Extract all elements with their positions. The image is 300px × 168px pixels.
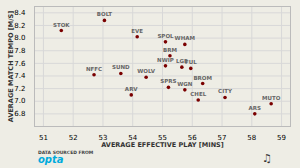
svg-text:8.2: 8.2 [14,22,25,30]
svg-text:51: 51 [39,134,48,142]
svg-text:LGE: LGE [176,58,188,65]
svg-text:STOK: STOK [53,22,70,28]
svg-text:54: 54 [128,134,138,143]
svg-text:7.4: 7.4 [14,72,26,80]
svg-text:ARV: ARV [125,86,138,92]
html-text:DATA SOURCED FROM: DATA SOURCED FROM [38,150,94,155]
svg-text:WGN: WGN [177,81,193,87]
svg-text:MUTO: MUTO [262,95,281,101]
svg-text:BROM: BROM [193,75,212,81]
svg-text:58: 58 [247,134,256,142]
svg-text:7.2: 7.2 [14,85,25,93]
svg-text:8.0: 8.0 [14,34,25,42]
svg-text:BRM: BRM [163,47,177,53]
svg-text:7.8: 7.8 [14,47,25,55]
svg-text:8.4: 8.4 [14,9,26,17]
svg-text:6.8: 6.8 [14,110,25,118]
svg-text:CHEL: CHEL [190,91,206,97]
svg-text:AVERAGE EFFECTIVE PLAY [MINS]: AVERAGE EFFECTIVE PLAY [MINS] [101,141,224,149]
svg-text:NFFC: NFFC [86,66,102,72]
svg-text:AVERAGE MATCH TEMPO [M/S]: AVERAGE MATCH TEMPO [M/S] [7,11,15,122]
svg-text:ARS: ARS [249,105,261,111]
svg-text:56: 56 [187,134,197,143]
svg-text:55: 55 [158,134,167,143]
svg-text:WOLV: WOLV [137,68,155,74]
svg-text:BOLT: BOLT [97,11,112,17]
svg-text:EVE: EVE [131,28,143,34]
svg-text:FUL: FUL [185,59,197,65]
svg-text:57: 57 [217,134,227,143]
svg-text:SUND: SUND [112,64,130,70]
svg-text:WHAM: WHAM [175,35,195,41]
svg-text:7.0: 7.0 [14,97,25,105]
svg-text:SPRS: SPRS [160,78,176,84]
svg-text:53: 53 [98,134,108,143]
svg-text:CITY: CITY [218,88,233,94]
html-text:opta: opta [38,154,64,165]
svg-text:SPOL: SPOL [157,33,174,39]
svg-text:52: 52 [69,134,78,142]
svg-text:7.6: 7.6 [14,60,26,68]
svg-text:NWIP: NWIP [157,57,174,63]
svg-text:59: 59 [277,134,286,142]
